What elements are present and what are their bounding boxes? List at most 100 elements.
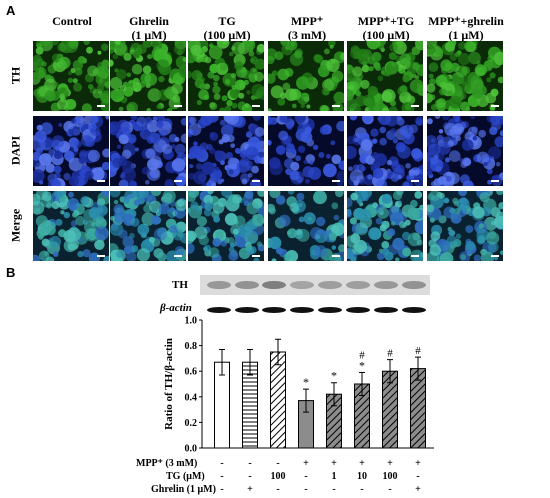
row-header-merge: Merge: [8, 208, 23, 243]
micrograph-tile: [268, 191, 344, 261]
micrograph-tile: [427, 41, 503, 111]
column-header: Ghrelin (1 μM): [109, 14, 189, 42]
scale-bar: [332, 180, 340, 182]
y-axis-label: Ratio of TH/β-actin: [163, 338, 175, 430]
significance-mark: *: [303, 375, 309, 389]
scale-bar: [411, 180, 419, 182]
panel-b-letter: B: [6, 265, 16, 280]
micrograph-tile: [427, 116, 503, 186]
micrograph-tile: [33, 191, 109, 261]
condition-value: +: [247, 484, 253, 495]
micrograph-tile: [188, 41, 264, 111]
blot-band: [318, 281, 342, 289]
column-header: TG (100 μM): [187, 14, 267, 42]
y-tick-label: 0.4: [185, 392, 198, 403]
blot-band: [346, 281, 370, 289]
micrograph-tile: [347, 116, 423, 186]
scale-bar: [332, 105, 340, 107]
scale-bar: [174, 180, 182, 182]
condition-value: -: [304, 484, 308, 495]
scale-bar: [97, 105, 105, 107]
panel-a-letter: A: [6, 3, 16, 18]
micrograph-tile: [33, 41, 109, 111]
y-tick-label: 0.2: [185, 418, 198, 429]
error-bar: [275, 338, 281, 366]
condition-value: +: [331, 458, 337, 469]
error-bar: [359, 371, 365, 397]
significance-mark: *: [331, 369, 337, 383]
column-header-line1: TG: [218, 14, 236, 28]
blot-band: [290, 307, 314, 313]
condition-value: 100: [270, 471, 286, 482]
micrograph-tile: [427, 191, 503, 261]
scale-bar: [491, 105, 499, 107]
micrograph-tile: [347, 191, 423, 261]
blot-band: [207, 307, 231, 313]
y-tick-label: 0.0: [185, 444, 198, 455]
condition-value: -: [304, 471, 308, 482]
scale-bar: [97, 255, 105, 257]
y-tick-label: 1.0: [185, 316, 198, 327]
condition-label: Ghrelin (1 μM): [151, 484, 216, 495]
condition-value: -: [220, 471, 224, 482]
condition-value: -: [388, 484, 392, 495]
column-header: MPP⁺+ghrelin (1 μM): [426, 14, 506, 42]
scale-bar: [411, 255, 419, 257]
scale-bar: [174, 105, 182, 107]
blot-label-th: TH: [172, 279, 188, 291]
blot-label-beta-actin: β-actin: [160, 302, 192, 314]
scale-bar: [491, 255, 499, 257]
blot-band: [346, 307, 370, 313]
blot-band: [262, 281, 286, 289]
condition-value: 100: [382, 471, 398, 482]
bar: [270, 351, 286, 449]
error-bar: [331, 382, 337, 407]
condition-value: -: [276, 484, 280, 495]
chart-axes: [201, 320, 434, 449]
condition-value: +: [415, 484, 421, 495]
condition-value: -: [332, 484, 336, 495]
condition-value: +: [359, 458, 365, 469]
scale-bar: [411, 105, 419, 107]
error-bar: [415, 356, 421, 381]
western-blot-actin: [200, 300, 430, 320]
row-header-th: TH: [8, 66, 23, 85]
condition-value: +: [415, 458, 421, 469]
error-bar: [247, 348, 253, 376]
column-header-line2: (1 μM): [448, 28, 484, 42]
scale-bar: [174, 255, 182, 257]
significance-mark: #: [415, 345, 421, 357]
scale-bar: [252, 255, 260, 257]
condition-value: -: [220, 458, 224, 469]
blot-band: [374, 307, 398, 313]
column-header-line1: MPP⁺: [290, 14, 324, 28]
scale-bar: [97, 180, 105, 182]
scale-bar: [332, 255, 340, 257]
row-header-dapi: DAPI: [8, 135, 23, 166]
micrograph-tile: [347, 41, 423, 111]
blot-band: [207, 281, 231, 289]
condition-value: -: [360, 484, 364, 495]
blot-band: [290, 281, 314, 289]
blot-band: [402, 281, 426, 289]
blot-band: [374, 281, 398, 289]
condition-value: -: [416, 471, 420, 482]
condition-label: MPP⁺ (3 mM): [136, 458, 198, 469]
condition-value: 10: [357, 471, 367, 482]
significance-mark: #: [359, 349, 365, 361]
condition-value: -: [248, 471, 252, 482]
column-header-line2: (100 μM): [362, 28, 410, 42]
condition-value: -: [276, 458, 280, 469]
y-tick-label: 0.6: [185, 367, 198, 378]
scale-bar: [252, 105, 260, 107]
column-header: MPP⁺+TG (100 μM): [346, 14, 426, 42]
column-header-line2: (3 mM): [287, 28, 327, 42]
column-header-line1: MPP⁺+TG: [357, 14, 415, 28]
micrograph-tile: [110, 116, 186, 186]
significance-mark: *: [359, 358, 365, 372]
column-header-line1: Control: [52, 14, 92, 28]
column-header-line2: (100 μM): [203, 28, 251, 42]
micrograph-tile: [110, 191, 186, 261]
error-bar: [387, 359, 393, 384]
micrograph-tile: [188, 116, 264, 186]
